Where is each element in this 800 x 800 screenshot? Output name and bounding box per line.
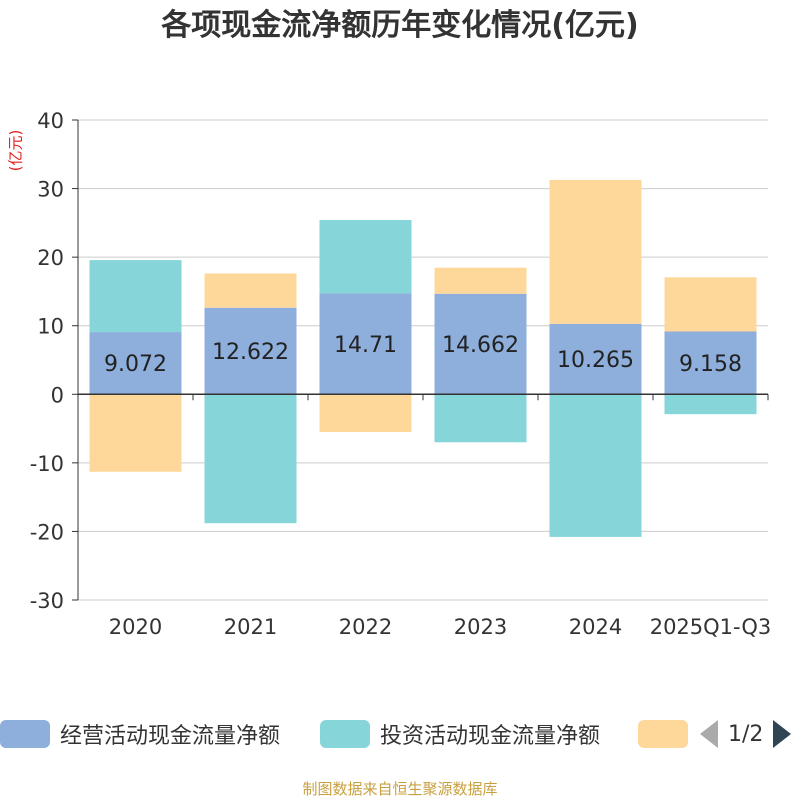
- bar-segment: [549, 394, 642, 537]
- legend-label-investing: 投资活动现金流量净额: [380, 724, 601, 749]
- legend-label-operating: 经营活动现金流量净额: [60, 724, 281, 749]
- y-tick-label: 40: [37, 109, 64, 133]
- bar-segment: [434, 394, 527, 443]
- x-tick-label: 2022: [339, 615, 392, 639]
- x-tick-label: 2021: [224, 615, 277, 639]
- legend-pager: 1/2: [700, 718, 792, 750]
- data-label: 14.71: [334, 333, 397, 358]
- bar-segment: [664, 277, 757, 332]
- bar-segment: [319, 293, 412, 395]
- data-label: 9.072: [104, 352, 167, 377]
- legend-next-page-icon[interactable]: [773, 720, 792, 748]
- bar-segment: [89, 394, 182, 472]
- legend-item-financing[interactable]: [638, 718, 688, 750]
- bar-segment: [89, 332, 182, 395]
- bar-segment: [434, 293, 527, 395]
- bar-segment: [549, 323, 642, 395]
- bar-segment: [204, 273, 297, 308]
- bar-segment: [319, 220, 412, 294]
- bar-segment: [204, 307, 297, 395]
- legend-swatch-investing: [320, 720, 370, 748]
- bar-segment: [664, 331, 757, 395]
- bar-segment: [204, 394, 297, 524]
- y-tick-label: 20: [37, 246, 64, 270]
- bar-segment: [89, 260, 182, 333]
- x-tick-label: 2025Q1-Q3: [650, 615, 772, 639]
- legend-page-indicator: 1/2: [728, 721, 764, 747]
- x-tick-label: 2023: [454, 615, 507, 639]
- bar-segment: [664, 394, 757, 415]
- data-label: 14.662: [442, 333, 519, 358]
- legend: 经营活动现金流量净额 投资活动现金流量净额 1/2: [0, 712, 800, 756]
- data-label: 12.622: [212, 340, 289, 365]
- y-tick-label: 30: [37, 178, 64, 202]
- legend-swatch-financing: [638, 720, 688, 748]
- chart-title: 各项现金流净额历年变化情况(亿元): [161, 8, 639, 43]
- y-tick-label: 0: [51, 383, 64, 407]
- x-tick-label: 2024: [569, 615, 622, 639]
- data-source-note: 制图数据来自恒生聚源数据库: [302, 780, 498, 798]
- legend-item-investing[interactable]: 投资活动现金流量净额: [320, 718, 600, 750]
- legend-prev-page-icon[interactable]: [700, 720, 718, 748]
- x-tick-label: 2020: [109, 615, 162, 639]
- bar-segment: [319, 394, 412, 432]
- bar-chart: 40 30 20 10 0 -10 -20 -30 9.072 12.622 14.71 14.662…: [30, 109, 772, 639]
- legend-item-operating[interactable]: 经营活动现金流量净额: [0, 718, 280, 750]
- y-tick-label: 10: [37, 315, 64, 339]
- bar-segment: [434, 267, 527, 294]
- data-label: 9.158: [679, 352, 742, 377]
- y-tick-label: -30: [30, 589, 64, 613]
- legend-swatch-operating: [0, 720, 50, 748]
- y-tick-label: -20: [30, 520, 64, 544]
- y-tick-label: -10: [30, 452, 64, 476]
- data-label: 10.265: [557, 348, 634, 373]
- bar-segment: [549, 179, 642, 324]
